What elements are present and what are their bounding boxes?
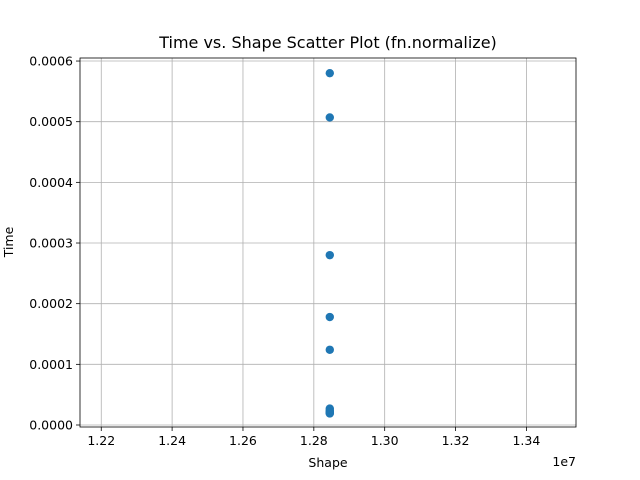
scatter-point xyxy=(325,312,334,322)
scatter-point xyxy=(325,113,334,122)
y-tick-label: 0.0003 xyxy=(29,236,73,251)
x-tick-label: 1.34 xyxy=(512,433,540,448)
x-tick-label: 1.22 xyxy=(87,433,115,448)
chart-title: Time vs. Shape Scatter Plot (fn.normaliz… xyxy=(158,33,497,52)
x-axis-label: Shape xyxy=(308,455,347,470)
x-tick-label: 1.30 xyxy=(371,433,399,448)
y-axis-label: Time xyxy=(1,226,16,258)
y-tick-label: 0.0004 xyxy=(29,175,73,190)
y-tick-label: 0.0001 xyxy=(29,357,73,372)
y-tick-label: 0.0002 xyxy=(29,296,73,311)
x-tick-label: 1.28 xyxy=(300,433,328,448)
y-tick-label: 0.0005 xyxy=(29,114,73,129)
data-points xyxy=(325,68,334,418)
y-tick-label: 0.0006 xyxy=(29,54,73,69)
plot-frame xyxy=(79,57,577,428)
y-axis-ticks: 0.0000 0.0001 0.0002 0.0003 0.0004 0.0005 0.00… xyxy=(29,54,80,432)
scatter-point xyxy=(325,409,334,418)
scatter-point xyxy=(325,345,334,354)
scatter-point xyxy=(325,250,334,260)
scatter-point xyxy=(325,68,334,78)
x-tick-label: 1.26 xyxy=(229,433,257,448)
y-tick-label: 0.0000 xyxy=(29,417,73,432)
x-axis-ticks: 1.22 1.24 1.26 1.28 1.30 1.32 1.34 xyxy=(87,427,540,448)
grid xyxy=(80,58,576,427)
x-tick-label: 1.24 xyxy=(158,433,186,448)
x-tick-label: 1.32 xyxy=(442,433,470,448)
x-axis-offset-text: 1e7 xyxy=(552,454,576,469)
